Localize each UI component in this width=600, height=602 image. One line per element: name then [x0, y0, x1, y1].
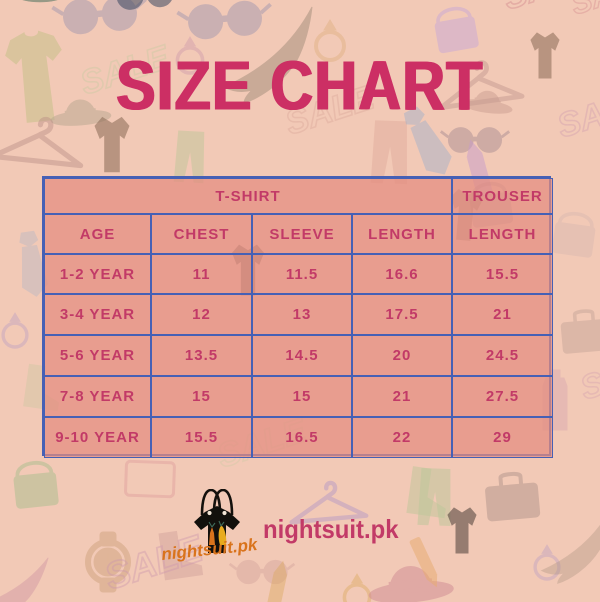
svg-text:nightsuit.pk: nightsuit.pk [160, 536, 259, 564]
